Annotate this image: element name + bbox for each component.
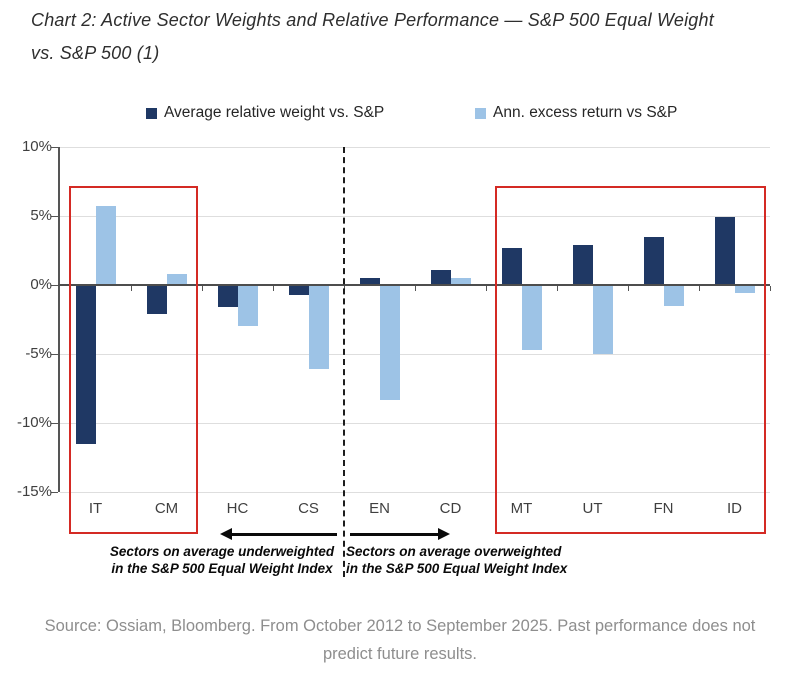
legend-swatch-weight-icon [146,108,157,119]
bar-weight-EN [359,278,380,285]
x-axis-zero-line [58,284,770,286]
bar-return-MT [521,285,542,350]
overweighted-arrow-line [350,533,438,536]
gridline [60,423,770,424]
group-divider-dashed-line [343,147,345,577]
y-axis-tick [51,147,58,148]
x-axis-label-CD: CD [439,500,462,517]
x-axis-tick [628,286,629,291]
y-axis-tick-label: -15% [16,483,52,500]
x-axis-label-CM: CM [154,500,179,517]
bar-weight-IT [75,285,96,444]
x-axis-tick [131,286,132,291]
y-axis-tick [51,354,58,355]
gridline [60,216,770,217]
legend-label-relative-weight: Average relative weight vs. S&P [164,104,385,121]
bar-return-CD [450,278,471,285]
bar-return-ID [734,285,755,294]
x-axis-label-UT: UT [582,500,603,517]
overweighted-annotation-line-2: in the S&P 500 Equal Weight Index [346,561,568,576]
chart-title-line-2: vs. S&P 500 (1) [31,43,160,63]
legend-item-excess-return: Ann. excess return vs S&P [475,104,677,122]
legend-label-excess-return: Ann. excess return vs S&P [493,104,678,121]
x-axis-label-IT: IT [88,500,103,517]
x-axis-tick [273,286,274,291]
bar-weight-FN [643,236,664,285]
bar-weight-MT [501,247,522,285]
x-axis-tick [486,286,487,291]
x-axis-label-ID: ID [727,500,742,517]
source-note-line-2: predict future results. [322,645,478,663]
bar-weight-CD [430,269,451,285]
y-axis-tick-label: 0% [30,276,52,293]
x-axis-tick [557,286,558,291]
y-axis-line [58,147,60,492]
bar-weight-CM [146,285,167,314]
bar-return-EN [379,285,400,400]
bar-return-CS [308,285,329,370]
bar-weight-UT [572,244,593,285]
x-axis-tick [202,286,203,291]
bar-return-CM [166,273,187,285]
x-axis-label-EN: EN [369,500,390,517]
overweighted-arrow-right-icon [438,528,450,540]
bar-return-IT [95,206,116,285]
y-axis-tick-label: 5% [30,207,52,224]
underweighted-annotation-line-2: in the S&P 500 Equal Weight Index [111,561,333,576]
y-axis-tick-label: 10% [21,138,52,155]
x-axis-label-FN: FN [653,500,674,517]
x-axis-label-CS: CS [298,500,319,517]
bar-weight-HC [217,285,238,308]
gridline [60,147,770,148]
y-axis-tick [51,216,58,217]
highlight-box-overweighted [495,186,766,534]
legend-swatch-return-icon [475,108,486,119]
bar-return-HC [237,285,258,327]
x-axis-label-HC: HC [226,500,249,517]
overweighted-annotation: Sectors on average overweighted in the S… [346,543,584,577]
y-axis-tick-label: -10% [16,414,52,431]
y-axis-tick-label: -5% [25,345,52,362]
underweighted-annotation-line-1: Sectors on average underweighted [109,544,335,559]
bar-weight-ID [714,217,735,285]
bar-weight-CS [288,285,309,295]
source-note-line-1: Source: Ossiam, Bloomberg. From October … [44,617,756,635]
x-axis-tick [699,286,700,291]
x-axis-label-MT: MT [510,500,533,517]
legend-item-relative-weight: Average relative weight vs. S&P [146,104,384,122]
bar-return-UT [592,285,613,354]
x-axis-tick [415,286,416,291]
y-axis-tick [51,492,58,493]
gridline [60,354,770,355]
bar-return-FN [663,285,684,306]
y-axis-tick [51,423,58,424]
gridline [60,492,770,493]
underweighted-arrow-left-icon [220,528,232,540]
overweighted-annotation-line-1: Sectors on average overweighted [346,544,562,559]
y-axis-tick [51,285,58,286]
chart-title-line-1: Chart 2: Active Sector Weights and Relat… [31,10,714,30]
underweighted-annotation: Sectors on average underweighted in the … [103,543,341,577]
highlight-box-underweighted [69,186,198,534]
underweighted-arrow-line [231,533,337,536]
x-axis-tick [770,286,771,291]
